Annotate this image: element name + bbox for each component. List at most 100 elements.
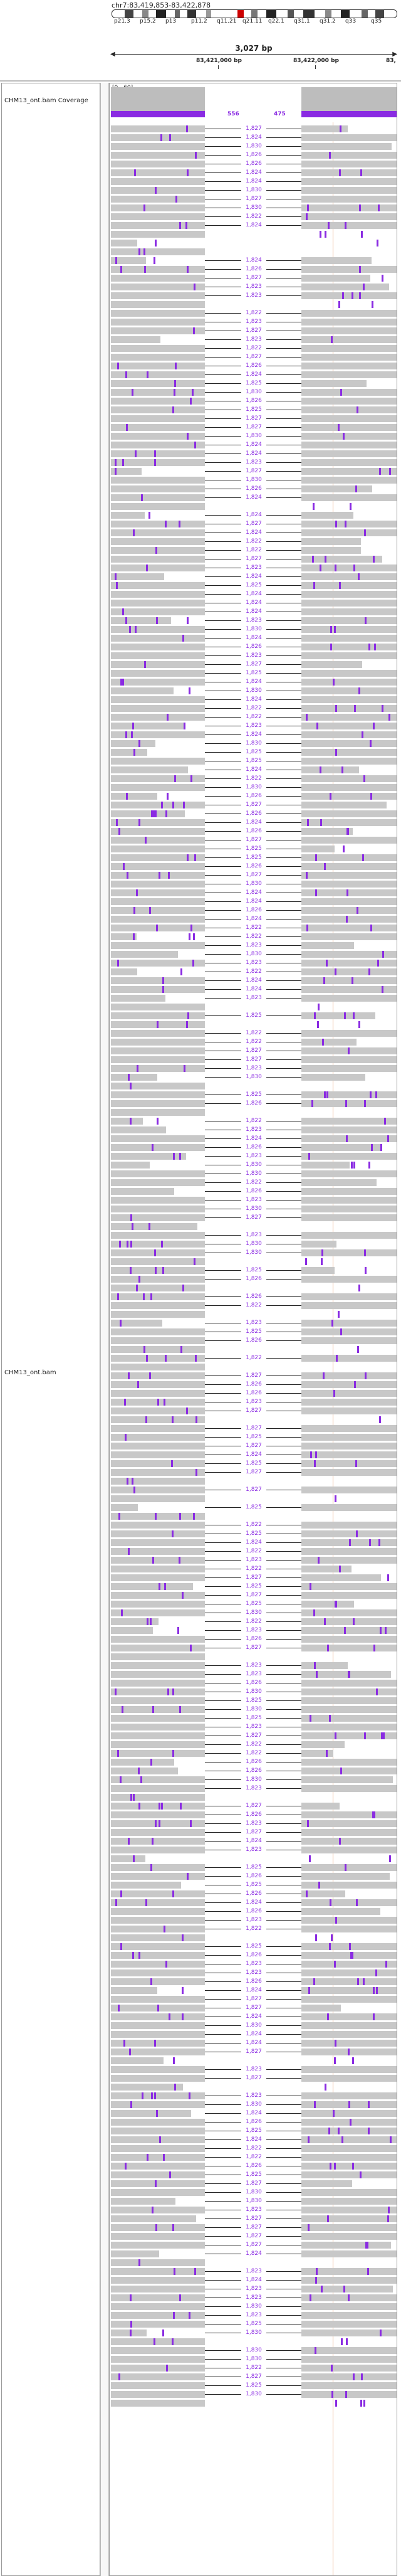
read-row[interactable]: 1,826: [110, 2162, 397, 2170]
read-row[interactable]: 1,822: [110, 704, 397, 713]
read-row[interactable]: 1,823: [110, 2206, 397, 2214]
read-row[interactable]: 1,826: [110, 1978, 397, 1986]
read-row[interactable]: 1,823: [110, 652, 397, 660]
read-row[interactable]: 1,830: [110, 687, 397, 695]
read-row[interactable]: 1,830: [110, 2390, 397, 2398]
read-row[interactable]: 1,827: [110, 327, 397, 335]
read-row[interactable]: [110, 239, 397, 247]
read-row[interactable]: 1,826: [110, 1293, 397, 1301]
read-row[interactable]: 1,830: [110, 783, 397, 792]
read-row[interactable]: 1,825: [110, 1530, 397, 1538]
read-row[interactable]: 1,823: [110, 458, 397, 467]
read-row[interactable]: 1,825: [110, 1714, 397, 1722]
read-row[interactable]: 1,825: [110, 406, 397, 414]
read-row[interactable]: 1,830: [110, 2329, 397, 2337]
read-row[interactable]: 1,827: [110, 1802, 397, 1810]
read-row[interactable]: 1,826: [110, 265, 397, 273]
read-row[interactable]: 1,826: [110, 397, 397, 405]
read-row[interactable]: 1,825: [110, 1697, 397, 1705]
read-row[interactable]: 1,824: [110, 634, 397, 642]
read-row[interactable]: 1,823: [110, 617, 397, 625]
read-row[interactable]: 1,826: [110, 792, 397, 800]
read-row[interactable]: 1,827: [110, 1486, 397, 1494]
read-row[interactable]: 1,826: [110, 862, 397, 871]
read-row[interactable]: 1,822: [110, 1301, 397, 1310]
read-row[interactable]: 1,823: [110, 1662, 397, 1670]
read-row[interactable]: 1,830: [110, 2355, 397, 2363]
read-row[interactable]: 1,825: [110, 748, 397, 756]
read-row[interactable]: 1,823: [110, 2285, 397, 2293]
coverage-track[interactable]: [0 - 60] 556 475: [110, 83, 397, 120]
read-row[interactable]: 1,830: [110, 2188, 397, 2197]
read-row[interactable]: [110, 1793, 397, 1801]
read-row[interactable]: [110, 1495, 397, 1503]
read-row[interactable]: 1,826: [110, 810, 397, 818]
read-row[interactable]: 1,830: [110, 2303, 397, 2311]
read-row[interactable]: 1,830: [110, 1240, 397, 1248]
read-row[interactable]: 1,827: [110, 555, 397, 563]
read-row[interactable]: 1,827: [110, 1372, 397, 1380]
read-row[interactable]: 1,830: [110, 142, 397, 151]
read-row[interactable]: 1,822: [110, 775, 397, 783]
data-panel[interactable]: [0 - 60] 556 475 1,8271,8241,8301,8261,8…: [109, 83, 397, 2576]
read-row[interactable]: 1,824: [110, 450, 397, 458]
read-row[interactable]: 1,824: [110, 2039, 397, 2047]
read-row[interactable]: 1,822: [110, 2364, 397, 2372]
read-row[interactable]: 1,827: [110, 1732, 397, 1740]
read-row[interactable]: 1,827: [110, 1644, 397, 1652]
read-row[interactable]: 1,824: [110, 1899, 397, 1907]
read-row[interactable]: 1,822: [110, 1117, 397, 1125]
read-row[interactable]: 1,824: [110, 977, 397, 985]
read-row[interactable]: 1,830: [110, 1688, 397, 1696]
read-row[interactable]: [110, 1416, 397, 1424]
read-row[interactable]: 1,824: [110, 1451, 397, 1459]
read-row[interactable]: 1,822: [110, 713, 397, 721]
read-row[interactable]: 1,824: [110, 134, 397, 142]
read-row[interactable]: 1,824: [110, 915, 397, 923]
read-row[interactable]: 1,825: [110, 669, 397, 677]
read-row[interactable]: 1,824: [110, 599, 397, 607]
read-row[interactable]: 1,824: [110, 494, 397, 502]
read-row[interactable]: 1,824: [110, 1135, 397, 1143]
read-row[interactable]: 1,825: [110, 1600, 397, 1608]
read-row[interactable]: 1,830: [110, 1249, 397, 1257]
read-row[interactable]: 1,826: [110, 151, 397, 159]
read-row[interactable]: 1,824: [110, 590, 397, 598]
read-row[interactable]: 1,830: [110, 2022, 397, 2030]
read-row[interactable]: 1,827: [110, 2215, 397, 2223]
read-row[interactable]: [110, 300, 397, 309]
read-row[interactable]: 1,825: [110, 2127, 397, 2135]
read-row[interactable]: [110, 2083, 397, 2091]
read-row[interactable]: 1,827: [110, 1424, 397, 1433]
read-row[interactable]: 1,827: [110, 801, 397, 809]
read-row[interactable]: 1,830: [110, 1609, 397, 1617]
read-row[interactable]: 1,823: [110, 2294, 397, 2302]
read-row[interactable]: 1,823: [110, 1820, 397, 1828]
read-row[interactable]: 1,825: [110, 1863, 397, 1872]
read-row[interactable]: 1,826: [110, 1767, 397, 1775]
read-row[interactable]: 1,824: [110, 178, 397, 186]
read-row[interactable]: 1,822: [110, 344, 397, 352]
read-row[interactable]: 1,823: [110, 283, 397, 291]
read-row[interactable]: 1,823: [110, 292, 397, 300]
read-row[interactable]: 1,822: [110, 1565, 397, 1573]
read-row[interactable]: 1,830: [110, 2101, 397, 2109]
read-row[interactable]: 1,827: [110, 1591, 397, 1599]
read-row[interactable]: [110, 1653, 397, 1661]
read-row[interactable]: 1,822: [110, 1029, 397, 1037]
alignment-track-name[interactable]: CHM13_ont.bam: [4, 1369, 56, 1376]
read-row[interactable]: 1,823: [110, 1556, 397, 1564]
read-row[interactable]: 1,822: [110, 1038, 397, 1046]
read-row[interactable]: 1,826: [110, 1143, 397, 1152]
read-row[interactable]: 1,826: [110, 1679, 397, 1687]
read-row[interactable]: 1,827: [110, 467, 397, 475]
read-row[interactable]: 1,825: [110, 1091, 397, 1099]
read-row[interactable]: 1,825: [110, 581, 397, 590]
read-row[interactable]: 1,822: [110, 546, 397, 554]
read-row[interactable]: 1,826: [110, 827, 397, 835]
read-row[interactable]: 1,824: [110, 2250, 397, 2258]
read-row[interactable]: 1,822: [110, 924, 397, 932]
read-row[interactable]: 1,824: [110, 573, 397, 581]
read-row[interactable]: 1,826: [110, 362, 397, 370]
read-row[interactable]: 1,830: [110, 2346, 397, 2355]
